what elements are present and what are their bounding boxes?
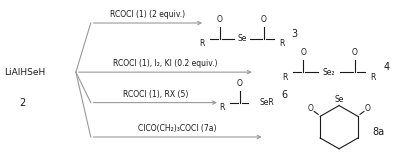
Text: O: O: [365, 104, 371, 113]
Text: Se: Se: [335, 95, 344, 104]
Text: R: R: [219, 103, 225, 112]
Text: O: O: [307, 104, 313, 113]
Text: R: R: [279, 39, 284, 48]
Text: 6: 6: [282, 90, 288, 100]
Text: R: R: [370, 72, 376, 82]
Text: O: O: [237, 79, 243, 88]
Text: O: O: [260, 15, 267, 24]
Text: Se₂: Se₂: [323, 68, 335, 77]
Text: SeR: SeR: [260, 98, 274, 107]
Text: 4: 4: [384, 62, 390, 72]
Text: RCOCl (1), RX (5): RCOCl (1), RX (5): [123, 90, 188, 99]
Text: O: O: [300, 48, 306, 57]
Text: RCOCl (1), I₂, KI (0.2 equiv.): RCOCl (1), I₂, KI (0.2 equiv.): [113, 59, 217, 68]
Text: 2: 2: [19, 98, 26, 108]
Text: ClCO(CH₂)₃COCl (7a): ClCO(CH₂)₃COCl (7a): [138, 124, 217, 133]
Text: RCOCl (1) (2 equiv.): RCOCl (1) (2 equiv.): [110, 10, 186, 19]
Text: 8a: 8a: [373, 127, 385, 137]
Text: O: O: [217, 15, 223, 24]
Text: 3: 3: [291, 29, 298, 39]
Text: R: R: [283, 72, 288, 82]
Text: Se: Se: [237, 34, 246, 43]
Text: LiAlHSeH: LiAlHSeH: [4, 68, 46, 77]
Text: O: O: [352, 48, 358, 57]
Text: R: R: [199, 39, 205, 48]
